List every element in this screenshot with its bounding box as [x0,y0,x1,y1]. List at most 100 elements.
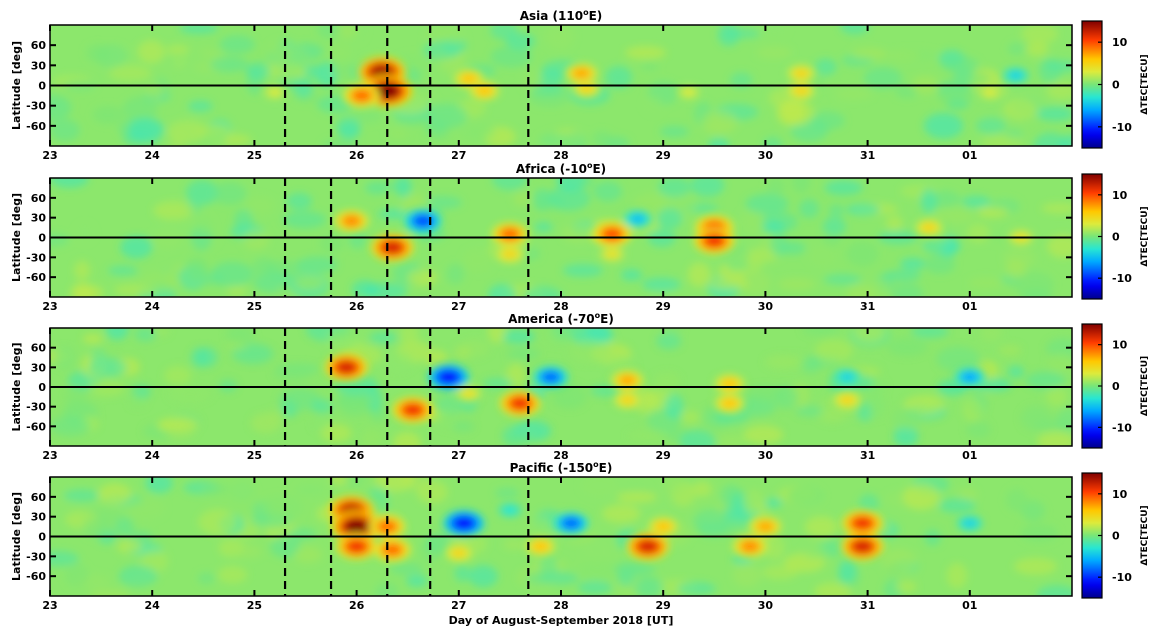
texture-cell [966,223,990,243]
anomaly-blob [962,372,977,382]
texture-cell [998,344,1022,357]
texture-cell [164,365,192,386]
texture-cell [534,221,553,233]
colorbar-tick-label: 0 [1112,231,1120,244]
texture-cell [824,179,863,196]
texture-cell [958,488,978,502]
texture-cell [756,46,792,59]
texture-cell [126,497,166,520]
x-tick-label: 28 [553,599,568,612]
x-tick-label: 23 [42,300,57,313]
texture-cell [425,121,449,135]
x-tick-label: 27 [451,300,466,313]
texture-cell [146,82,165,100]
x-tick-label: 01 [962,449,977,462]
x-tick-label: 23 [42,149,57,162]
texture-cell [792,178,811,194]
texture-cell [851,47,887,60]
texture-cell [491,178,528,191]
y-tick-label: 30 [31,212,47,225]
texture-cell [468,565,499,588]
texture-cell [745,385,785,404]
texture-cell [743,425,784,445]
texture-cell [1005,488,1028,512]
y-tick-label: -60 [26,271,46,284]
texture-cell [899,257,926,270]
texture-cell [980,135,1024,146]
heatmap-texture [50,328,1072,446]
texture-cell [834,88,873,100]
texture-cell [201,273,225,286]
texture-cell [578,559,616,582]
texture-cell [952,71,990,87]
anomaly-blob [563,518,580,529]
anomaly-blob [504,506,516,514]
texture-cell [1041,202,1072,214]
texture-cell [765,546,784,561]
texture-cell [853,328,886,343]
texture-cell [244,196,275,215]
texture-cell [932,208,975,224]
texture-cell [1007,42,1027,56]
x-tick-label: 27 [451,149,466,162]
anomaly-blob [621,396,634,405]
texture-cell [374,477,416,492]
texture-cell [720,484,743,510]
texture-cell [745,193,789,214]
texture-cell [117,540,143,554]
texture-cell [127,117,165,142]
x-tick-label: 31 [860,599,875,612]
texture-cell [1046,338,1072,359]
x-tick-label: 23 [42,449,57,462]
texture-cell [764,354,802,369]
anomaly-blob [345,519,368,534]
anomaly-blob [742,541,758,552]
colorbar-tick-label: 10 [1112,488,1128,501]
texture-cell [577,580,613,595]
texture-cell [251,257,277,278]
texture-cell [392,431,421,446]
anomaly-blob [452,549,466,558]
anomaly-blob [403,404,423,416]
texture-cell [822,234,841,247]
y-axis-label: Latitude [deg] [10,343,23,432]
anomaly-blob [439,371,458,384]
texture-cell [230,544,263,559]
anomaly-blob [631,214,645,223]
texture-cell [801,357,821,373]
texture-cell [50,416,91,437]
anomaly-blob [580,84,593,93]
texture-cell [421,195,463,210]
y-tick-label: 0 [38,531,46,544]
anomaly-blob [269,88,281,96]
texture-cell [823,274,862,285]
texture-cell [920,188,937,214]
texture-cell [293,274,325,291]
texture-cell [802,328,841,336]
x-tick-label: 31 [860,149,875,162]
texture-cell [1047,234,1072,258]
texture-cell [1020,524,1059,543]
texture-cell [395,178,412,198]
y-tick-label: -60 [26,120,46,133]
texture-cell [729,72,753,89]
anomaly-blob [758,521,773,532]
texture-cell [504,431,537,444]
x-tick-label: 31 [860,300,875,313]
texture-cell [114,516,134,538]
texture-cell [895,581,917,593]
texture-cell [717,434,745,446]
texture-cell [902,484,940,511]
texture-cell [1002,98,1038,120]
x-tick-label: 25 [247,599,262,612]
texture-cell [339,25,358,39]
texture-cell [311,399,333,414]
texture-cell [157,417,199,432]
texture-cell [1047,353,1072,372]
texture-cell [726,260,749,272]
texture-cell [924,254,956,275]
texture-cell [198,509,237,536]
anomaly-blob [336,361,357,374]
x-tick-label: 24 [145,449,161,462]
